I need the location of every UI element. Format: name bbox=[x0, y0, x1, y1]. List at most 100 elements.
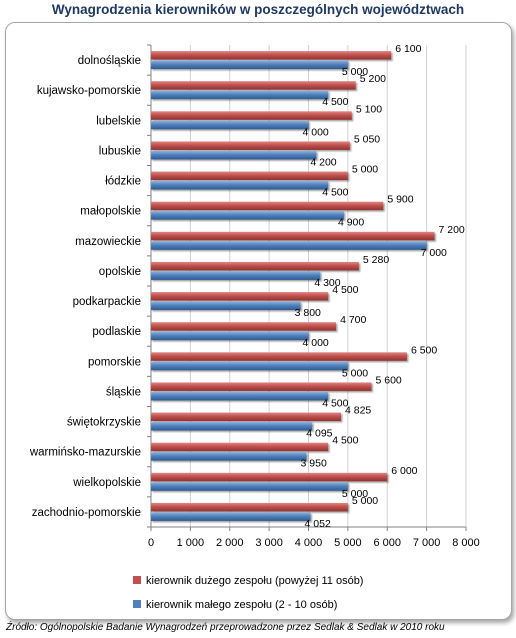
data-label: 4 500 bbox=[322, 96, 348, 108]
x-tick-label: 7 000 bbox=[413, 537, 441, 549]
legend-swatch bbox=[133, 600, 141, 608]
data-label: 6 100 bbox=[395, 43, 421, 55]
category-label: zachodnio-pomorskie bbox=[32, 507, 141, 519]
data-label: 7 200 bbox=[439, 224, 465, 236]
category-label: kujawsko-pomorskie bbox=[37, 85, 141, 97]
legend-swatch bbox=[133, 576, 141, 584]
data-label: 5 100 bbox=[356, 103, 382, 115]
x-tick-label: 5 000 bbox=[334, 537, 362, 549]
legend-label: kierownik małego zespołu (2 - 10 osób) bbox=[146, 599, 337, 611]
x-tick-label: 0 bbox=[148, 537, 154, 549]
bar-small-team bbox=[151, 241, 427, 250]
data-label: 4 500 bbox=[322, 187, 348, 199]
bar-small-team bbox=[151, 271, 321, 280]
bar-small-team bbox=[151, 422, 313, 431]
x-tick-label: 3 000 bbox=[255, 537, 283, 549]
bar-small-team bbox=[151, 391, 329, 401]
bar-large-team bbox=[151, 322, 337, 331]
data-label: 5 900 bbox=[387, 194, 413, 206]
bar-large-team bbox=[151, 472, 388, 482]
data-label: 5 600 bbox=[376, 374, 402, 386]
x-tick-label: 8 000 bbox=[452, 537, 480, 549]
data-label: 4 095 bbox=[306, 428, 332, 440]
category-label: małopolskie bbox=[80, 206, 141, 218]
bar-large-team bbox=[151, 81, 356, 90]
bar-small-team bbox=[151, 150, 317, 160]
bar-small-team bbox=[151, 211, 344, 220]
bar-large-team bbox=[151, 111, 352, 120]
data-label: 5 000 bbox=[342, 488, 368, 500]
data-label: 4 052 bbox=[305, 518, 331, 530]
bar-large-team bbox=[151, 442, 329, 452]
data-label: 5 050 bbox=[354, 133, 380, 145]
bar-large-team bbox=[151, 201, 384, 211]
category-label: podkarpackie bbox=[73, 296, 141, 308]
labels: dolnośląskie 6 100 5 000 kujawsko-pomorskie… bbox=[29, 43, 465, 530]
x-tick-label: 4 000 bbox=[295, 537, 323, 549]
data-label: 4 000 bbox=[303, 337, 329, 349]
bar-large-team bbox=[151, 382, 372, 391]
bar-large-team bbox=[151, 51, 392, 60]
data-label: 6 500 bbox=[411, 344, 437, 356]
bar-large-team bbox=[151, 352, 407, 361]
data-label: 5 000 bbox=[352, 164, 378, 176]
bar-small-team bbox=[151, 60, 348, 70]
bar-large-team bbox=[151, 292, 329, 301]
axes: 0 1 000 2 000 3 000 4 000 5 000 6 000 7 000 8 00… bbox=[147, 44, 480, 549]
category-label: opolskie bbox=[99, 266, 141, 278]
bar-small-team bbox=[151, 301, 301, 311]
category-label: podlaskie bbox=[92, 326, 141, 338]
x-tick-label: 6 000 bbox=[373, 537, 401, 549]
category-label: lubelskie bbox=[96, 115, 141, 127]
legend: kierownik dużego zespołu (powyżej 11 osó… bbox=[133, 575, 363, 611]
category-label: mazowieckie bbox=[75, 236, 141, 248]
category-label: śląskie bbox=[106, 386, 141, 398]
data-label: 5 000 bbox=[342, 66, 368, 78]
data-label: 4 500 bbox=[332, 435, 358, 447]
data-label: 5 200 bbox=[360, 73, 386, 85]
category-label: dolnośląskie bbox=[78, 55, 141, 67]
bar-large-team bbox=[151, 261, 359, 271]
data-label: 4 000 bbox=[303, 126, 329, 138]
bar-large-team bbox=[151, 141, 350, 150]
bar-large-team bbox=[151, 412, 341, 422]
data-label: 4 900 bbox=[338, 217, 364, 229]
bar-large-team bbox=[151, 171, 348, 181]
bar-small-team bbox=[151, 181, 329, 190]
bar-small-team bbox=[151, 90, 329, 100]
x-tick-label: 1 000 bbox=[177, 537, 205, 549]
category-label: łódzkie bbox=[105, 176, 141, 188]
data-label: 3 950 bbox=[301, 458, 327, 470]
legend-label: kierownik dużego zespołu (powyżej 11 osó… bbox=[146, 575, 363, 587]
bar-small-team bbox=[151, 452, 307, 461]
bar-large-team bbox=[151, 502, 348, 512]
data-label: 5 000 bbox=[342, 367, 368, 379]
bar-large-team bbox=[151, 231, 435, 241]
category-label: wielkopolskie bbox=[72, 477, 141, 489]
source-note: Źródło: Ogólnopolskie Badanie Wynagrodze… bbox=[6, 622, 445, 633]
data-label: 5 280 bbox=[363, 254, 389, 266]
bars bbox=[151, 51, 435, 521]
data-label: 7 000 bbox=[421, 247, 447, 259]
data-label: 4 500 bbox=[322, 397, 348, 409]
bar-small-team bbox=[151, 331, 309, 341]
chart-title: Wynagrodzenia kierowników w poszczególny… bbox=[51, 2, 465, 17]
data-label: 4 300 bbox=[314, 277, 340, 289]
bar-small-team bbox=[151, 361, 348, 371]
data-label: 4 700 bbox=[340, 314, 366, 326]
data-label: 3 800 bbox=[295, 307, 321, 319]
data-label: 4 500 bbox=[332, 284, 358, 296]
bar-small-team bbox=[151, 120, 309, 130]
data-label: 5 000 bbox=[352, 495, 378, 507]
category-label: pomorskie bbox=[88, 356, 141, 368]
bar-small-team bbox=[151, 482, 348, 491]
x-tick-label: 2 000 bbox=[216, 537, 244, 549]
data-label: 6 000 bbox=[391, 465, 417, 477]
data-label: 4 825 bbox=[345, 405, 371, 417]
bar-small-team bbox=[151, 512, 311, 521]
category-label: lubuskie bbox=[99, 145, 141, 157]
category-label: warmińsko-mazurskie bbox=[29, 447, 141, 459]
data-label: 4 200 bbox=[310, 156, 336, 168]
category-label: świętokrzyskie bbox=[67, 417, 141, 429]
